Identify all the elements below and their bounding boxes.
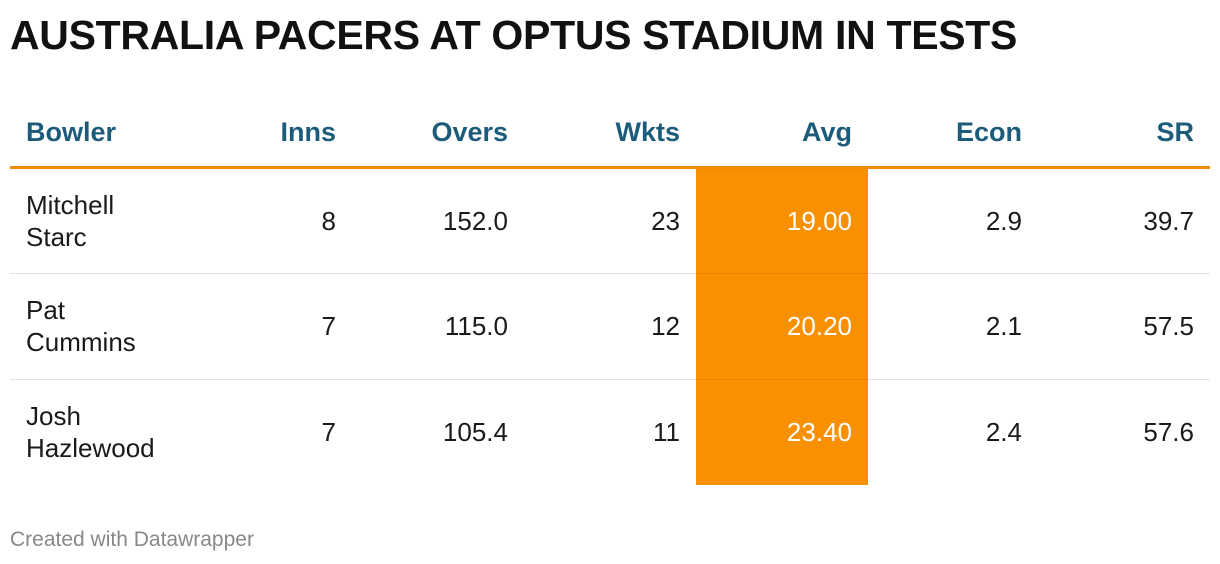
cell-inns: 7 xyxy=(321,417,336,448)
cell-bowler: Mitchell Starc xyxy=(10,167,210,274)
table-row: Mitchell Starc 8 152.0 23 19.00 2.9 39.7 xyxy=(10,167,1210,274)
cell-sr: 57.5 xyxy=(1038,273,1210,380)
header-bowler: Bowler xyxy=(10,100,210,169)
cell-inns: 8 xyxy=(210,167,352,274)
bowler-last-name: Hazlewood xyxy=(26,433,155,464)
cell-bowler: Pat Cummins xyxy=(10,273,210,380)
datawrapper-credit: Created with Datawrapper xyxy=(10,528,254,551)
header-row: Bowler Inns Overs Wkts Avg Econ SR xyxy=(10,100,1210,169)
cell-wkts: 12 xyxy=(524,273,696,380)
header-sr: SR xyxy=(1038,100,1210,169)
cell-econ: 2.4 xyxy=(985,417,1022,448)
stats-table: Bowler Inns Overs Wkts Avg Econ SR Mitch… xyxy=(10,100,1210,485)
chart-title: AUSTRALIA PACERS AT OPTUS STADIUM IN TES… xyxy=(10,12,1018,58)
bowler-first-name: Mitchell xyxy=(26,189,115,220)
cell-avg-highlighted: 20.20 xyxy=(696,273,868,380)
header-inns: Inns xyxy=(210,100,352,169)
bowler-first-name: Pat xyxy=(26,295,66,325)
cell-overs: 152.0 xyxy=(352,167,524,274)
cell-avg-highlighted: 19.00 xyxy=(696,167,868,274)
header-overs: Overs xyxy=(352,100,524,169)
cell-econ: 2.9 xyxy=(868,167,1038,274)
cell-avg-highlighted: 23.40 xyxy=(696,379,868,485)
bowler-last-name: Starc xyxy=(26,221,87,252)
cell-overs: 115.0 xyxy=(352,273,524,380)
cell-sr: 39.7 xyxy=(1038,167,1210,274)
bowler-last-name: Cummins xyxy=(26,327,136,357)
header-econ: Econ xyxy=(868,100,1038,169)
cell-wkts: 11 xyxy=(653,417,680,448)
cell-inns: 7 xyxy=(210,273,352,380)
cell-wkts: 23 xyxy=(524,167,696,274)
cell-econ: 2.1 xyxy=(868,273,1038,380)
header-avg: Avg xyxy=(696,100,868,169)
cell-sr: 57.6 xyxy=(1143,417,1194,448)
bowler-first-name: Josh xyxy=(26,401,81,432)
header-wkts: Wkts xyxy=(524,100,696,169)
table-row: Pat Cummins 7 115.0 12 20.20 2.1 57.5 xyxy=(10,273,1210,380)
cell-overs: 105.4 xyxy=(442,417,508,448)
cell-bowler: Josh Hazlewood xyxy=(10,379,210,485)
table-row: Josh Hazlewood 7 105.4 11 23.40 2.4 57.6 xyxy=(10,379,1210,485)
